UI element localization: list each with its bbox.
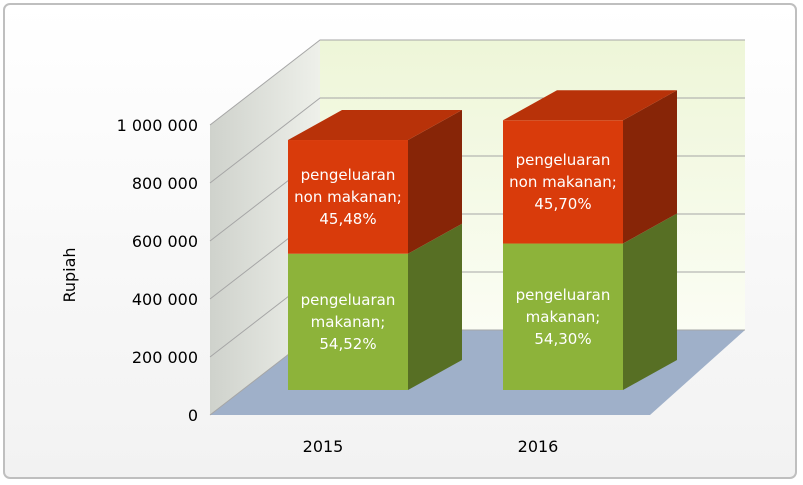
- bar-side: [623, 90, 677, 244]
- bar-side: [623, 213, 677, 390]
- bar: [503, 243, 623, 390]
- bar: [288, 140, 408, 254]
- bar: [288, 253, 408, 390]
- data-label: makanan;: [526, 308, 601, 326]
- data-label: pengeluaran: [516, 151, 611, 169]
- y-axis-label: Rupiah: [60, 247, 79, 302]
- y-tick-label: 200 000: [132, 348, 198, 367]
- y-tick-label: 600 000: [132, 232, 198, 251]
- y-tick-label: 0: [188, 406, 198, 425]
- bar-top: [288, 110, 462, 141]
- bar-side: [408, 110, 462, 254]
- y-tick-label: 1 000 000: [117, 116, 198, 135]
- y-tick-label: 400 000: [132, 290, 198, 309]
- bar: [503, 120, 623, 244]
- data-label: pengeluaran: [301, 166, 396, 184]
- data-label: non makanan;: [509, 173, 617, 191]
- x-tick-label: 2015: [303, 437, 344, 456]
- data-label: 54,52%: [319, 335, 376, 353]
- data-label: pengeluaran: [516, 286, 611, 304]
- data-label: 54,30%: [534, 330, 591, 348]
- bar-top: [503, 90, 677, 121]
- data-label: non makanan;: [294, 188, 402, 206]
- data-label: 45,70%: [534, 195, 591, 213]
- data-label: pengeluaran: [301, 291, 396, 309]
- x-tick-label: 2016: [518, 437, 559, 456]
- data-label: 45,48%: [319, 210, 376, 228]
- grid-line: [209, 39, 745, 126]
- y-tick-label: 800 000: [132, 174, 198, 193]
- bar-side: [408, 223, 462, 390]
- data-label: makanan;: [311, 313, 386, 331]
